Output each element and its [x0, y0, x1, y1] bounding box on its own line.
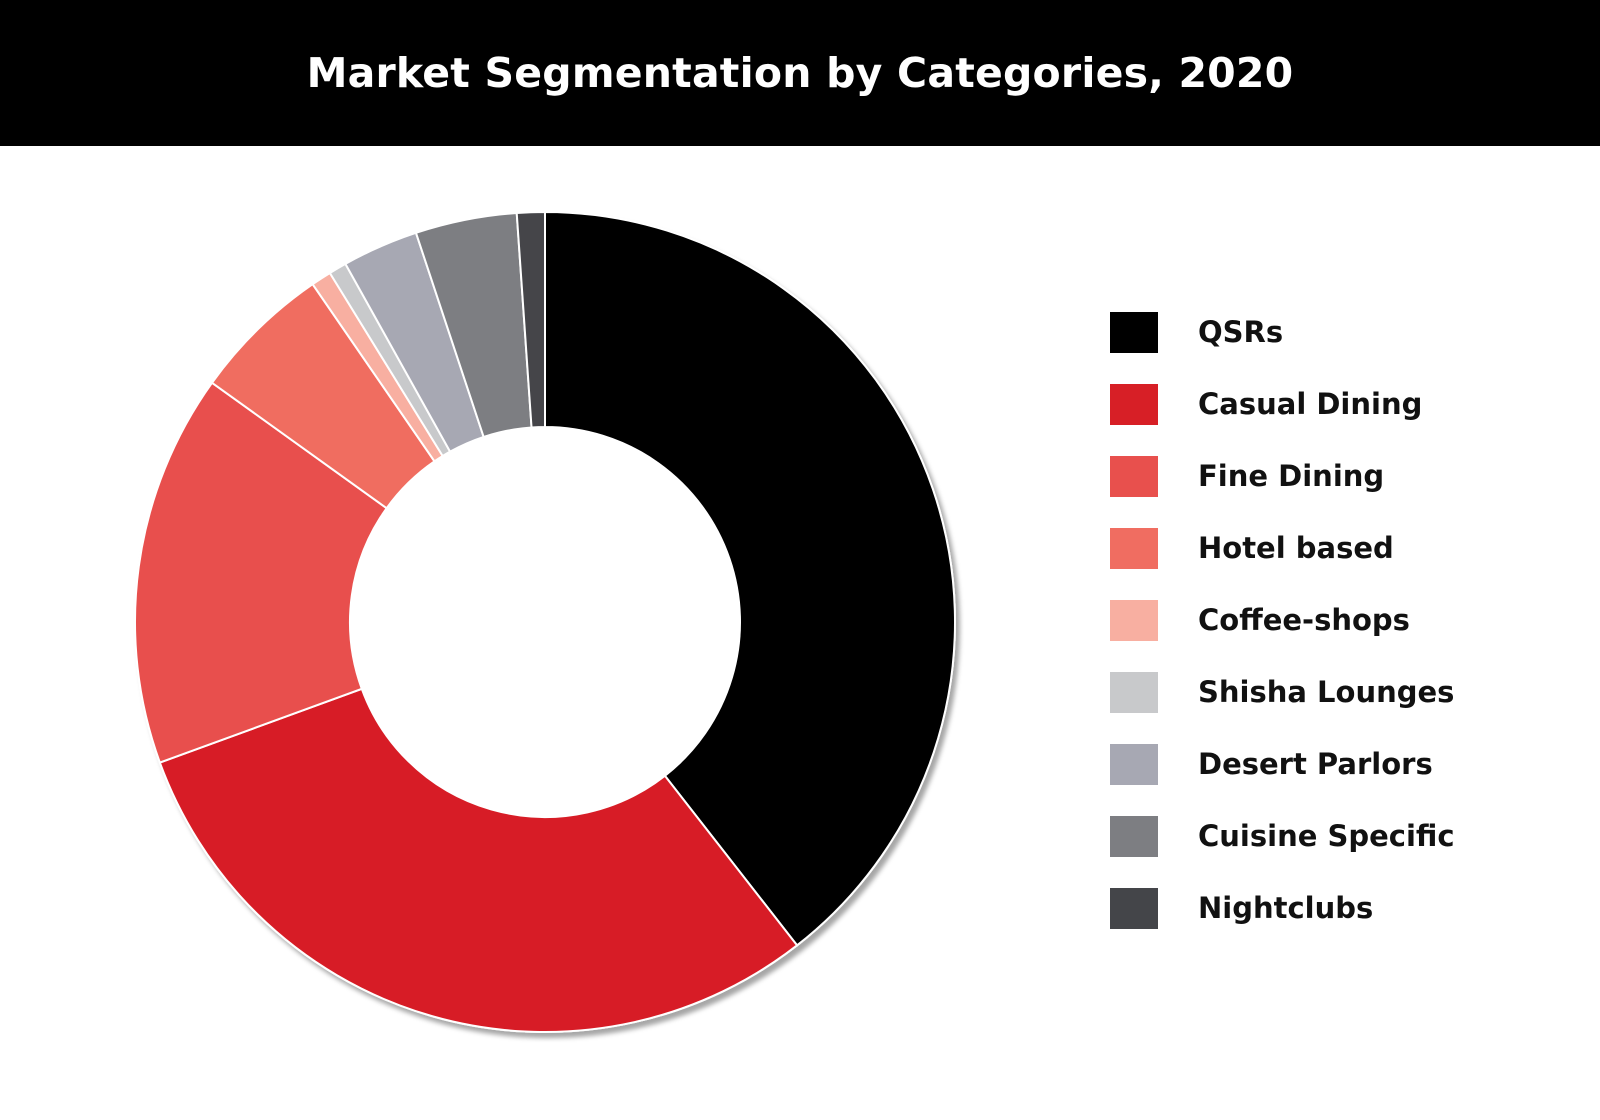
legend-label: Cuisine Specific: [1198, 819, 1455, 853]
legend-swatch: [1110, 527, 1158, 569]
legend-swatch: [1110, 743, 1158, 785]
chart-title: Market Segmentation by Categories, 2020: [306, 49, 1294, 97]
legend-item-fine-dining: Fine Dining: [1110, 440, 1455, 512]
legend-item-hotel-based: Hotel based: [1110, 512, 1455, 584]
legend-item-desert-parlors: Desert Parlors: [1110, 728, 1455, 800]
legend-swatch: [1110, 455, 1158, 497]
legend-label: Casual Dining: [1198, 387, 1423, 421]
donut-chart: [134, 210, 956, 1033]
legend-swatch: [1110, 887, 1158, 929]
legend-label: Coffee-shops: [1198, 603, 1410, 637]
legend-label: Shisha Lounges: [1198, 675, 1455, 709]
legend-label: Nightclubs: [1198, 891, 1374, 925]
legend-label: Hotel based: [1198, 531, 1394, 565]
legend-item-nightclubs: Nightclubs: [1110, 872, 1455, 944]
legend-item-coffee-shops: Coffee-shops: [1110, 584, 1455, 656]
donut-hole: [350, 427, 740, 817]
legend-swatch: [1110, 311, 1158, 353]
donut-slices: [134, 210, 956, 1033]
title-bar: Market Segmentation by Categories, 2020: [0, 0, 1600, 146]
legend-swatch: [1110, 815, 1158, 857]
legend-swatch: [1110, 599, 1158, 641]
slice-casual-dining: [158, 687, 799, 1033]
legend-label: Desert Parlors: [1198, 747, 1433, 781]
legend-item-cuisine-specific: Cuisine Specific: [1110, 800, 1455, 872]
legend-label: Fine Dining: [1198, 459, 1385, 493]
legend-item-casual-dining: Casual Dining: [1110, 368, 1455, 440]
legend-item-shisha-lounges: Shisha Lounges: [1110, 656, 1455, 728]
legend-item-qsrs: QSRs: [1110, 296, 1455, 368]
legend-label: QSRs: [1198, 315, 1284, 349]
legend: QSRs Casual Dining Fine Dining Hotel based C…: [1110, 296, 1455, 944]
legend-swatch: [1110, 671, 1158, 713]
legend-swatch: [1110, 383, 1158, 425]
